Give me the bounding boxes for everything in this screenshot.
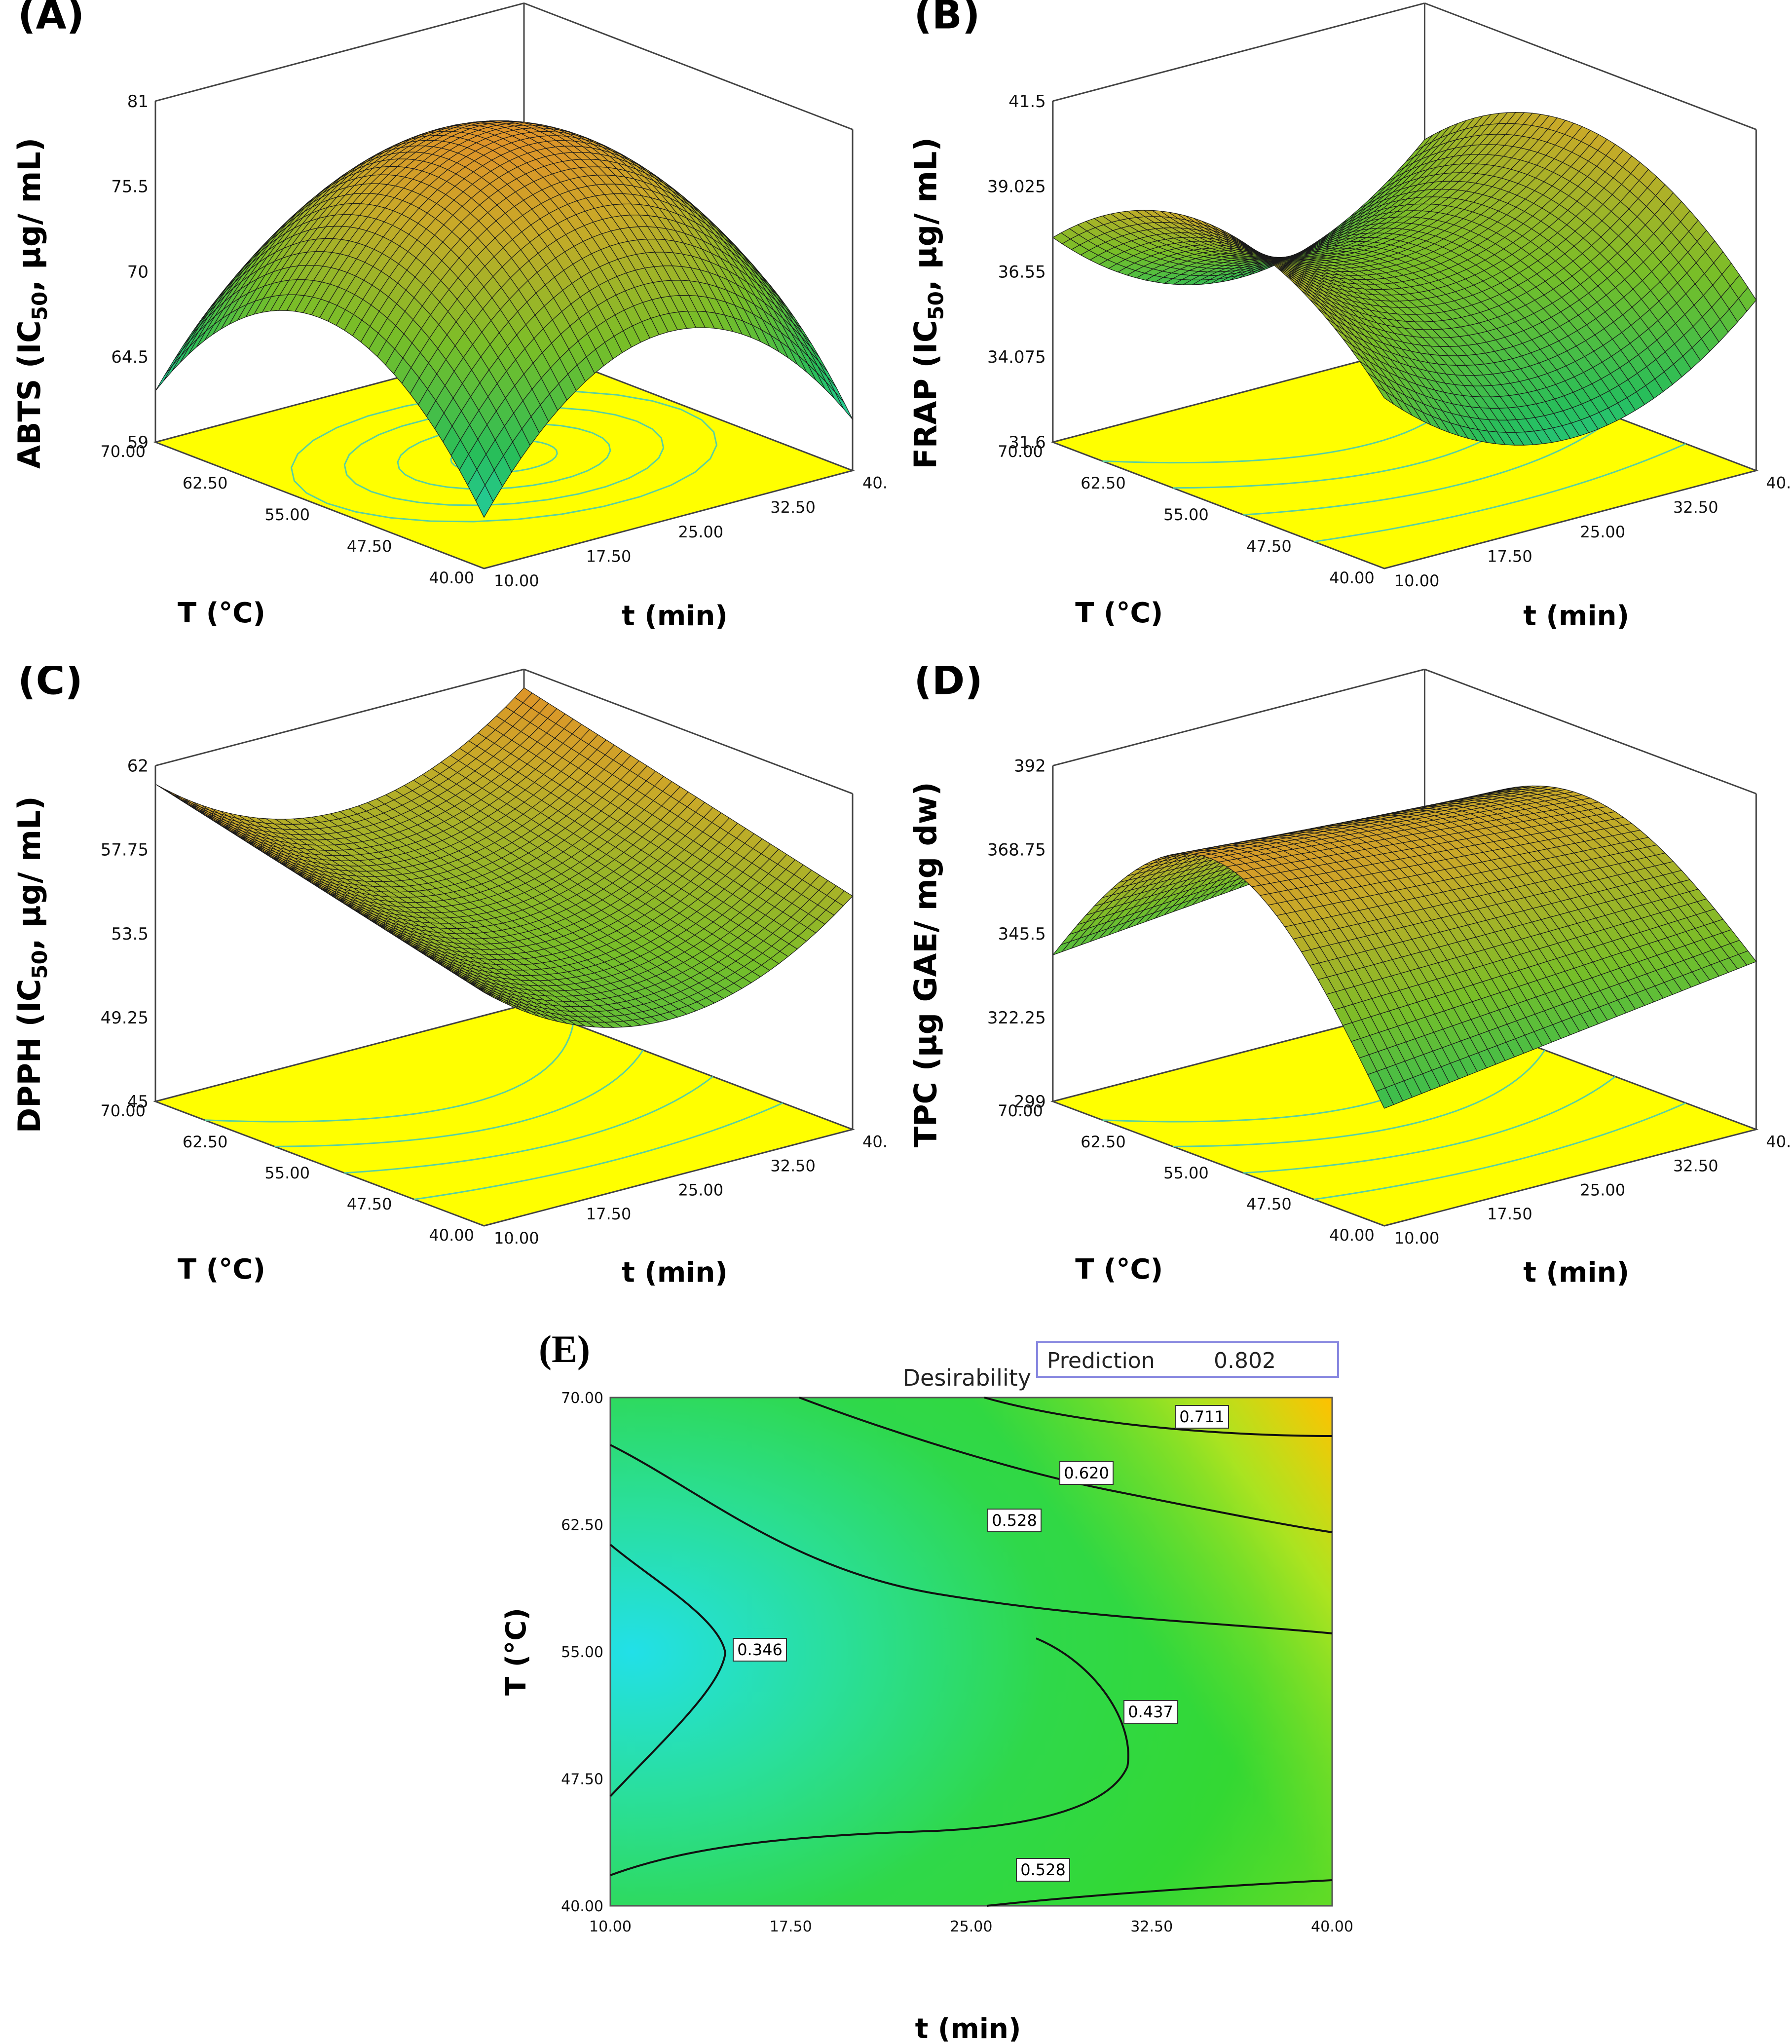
z-axis-label: ABTS (IC50, µg/ mL) — [11, 138, 52, 469]
t-temp-tick-label: 47.50 — [347, 537, 392, 556]
time-tick-label: 10.00 — [494, 571, 539, 590]
time-axis-label: t (min) — [622, 1256, 728, 1288]
surface-plot-b: (B)31.634.07536.5539.02541.570.0062.5055… — [896, 0, 1792, 632]
box-frame-line — [1424, 669, 1756, 794]
t-temp-tick-label: 70.00 — [998, 442, 1043, 461]
z-tick-label: 53.5 — [111, 924, 149, 944]
z-axis-label: FRAP (IC50, µg/ mL) — [908, 137, 948, 469]
z-tick-label: 36.55 — [998, 262, 1045, 282]
t-temp-tick-label: 40.00 — [1329, 568, 1375, 587]
surface-mesh — [1053, 786, 1756, 1108]
t-temp-tick-label: 70.00 — [100, 442, 146, 461]
time-tick-label: 10.00 — [494, 1229, 539, 1248]
time-tick-label: 10.00 — [1394, 571, 1440, 590]
panel-label: (A) — [18, 0, 84, 38]
t-temp-tick-label: 55.00 — [264, 505, 310, 524]
time-axis-label: t (min) — [622, 600, 728, 632]
z-tick-label: 41.5 — [1008, 92, 1046, 112]
t-temp-tick-label: 40.00 — [429, 568, 474, 587]
panel-label: (C) — [18, 666, 83, 704]
z-tick-label: 81 — [127, 92, 149, 112]
surface-plot-d: (D)299322.25345.5368.7539270.0062.5055.0… — [896, 666, 1792, 1288]
t-temp-tick-label: 47.50 — [1246, 537, 1292, 556]
temperature-axis-label: T (°C) — [178, 1253, 265, 1286]
time-tick-label: 17.50 — [586, 1205, 632, 1223]
contour-floor — [155, 1005, 853, 1226]
time-tick-label: 40.00 — [862, 1133, 888, 1151]
time-tick-label: 32.50 — [770, 1157, 816, 1175]
surface-plot-c: (C)4549.2553.557.756270.0062.5055.0047.5… — [0, 666, 888, 1288]
t-temp-tick-label: 62.50 — [183, 474, 228, 492]
z-tick-label: 34.075 — [987, 347, 1046, 367]
box-frame-line — [524, 3, 853, 129]
temperature-axis-label: T (°C) — [178, 597, 265, 629]
time-tick-label: 40.00 — [862, 474, 888, 492]
time-tick-label: 25.00 — [678, 523, 724, 541]
panel-label: (B) — [914, 0, 980, 38]
t-temp-tick-label: 62.50 — [1081, 474, 1126, 492]
z-tick-label: 39.025 — [987, 177, 1046, 197]
z-tick-label: 57.75 — [101, 840, 149, 860]
t-temp-tick-label: 55.00 — [1163, 505, 1209, 524]
surface-mesh — [1053, 113, 1756, 446]
z-tick-label: 75.5 — [111, 177, 149, 197]
time-tick-label: 40.00 — [1766, 474, 1792, 492]
surface-plot-a: (A)5964.57075.58170.0062.5055.0047.5040.… — [0, 0, 888, 632]
panel-label: (D) — [914, 666, 983, 704]
z-tick-label: 49.25 — [101, 1008, 149, 1028]
time-tick-label: 32.50 — [770, 498, 816, 517]
box-frame-line — [1053, 669, 1425, 765]
z-tick-label: 64.5 — [111, 347, 149, 367]
time-tick-label: 17.50 — [1487, 547, 1532, 566]
t-temp-tick-label: 55.00 — [264, 1164, 310, 1182]
z-tick-label: 62 — [127, 757, 149, 776]
z-tick-label: 70 — [127, 262, 149, 282]
time-axis-label: t (min) — [1523, 600, 1629, 632]
box-frame-line — [1053, 3, 1425, 101]
time-tick-label: 17.50 — [586, 547, 632, 566]
box-frame-line — [155, 3, 524, 101]
t-temp-tick-label: 47.50 — [347, 1195, 392, 1213]
time-tick-label: 32.50 — [1673, 498, 1718, 517]
t-temp-tick-label: 62.50 — [183, 1133, 228, 1151]
z-axis-label: DPPH (IC50, µg/ mL) — [11, 796, 52, 1133]
surface-patch — [835, 392, 853, 419]
box-frame-line — [1424, 3, 1756, 129]
t-temp-tick-label: 70.00 — [100, 1101, 146, 1120]
time-tick-label: 25.00 — [678, 1180, 724, 1199]
temperature-axis-label: T (°C) — [1075, 597, 1163, 629]
surface-patch — [164, 356, 181, 381]
t-temp-tick-label: 40.00 — [429, 1226, 474, 1245]
time-tick-label: 25.00 — [1580, 523, 1626, 541]
